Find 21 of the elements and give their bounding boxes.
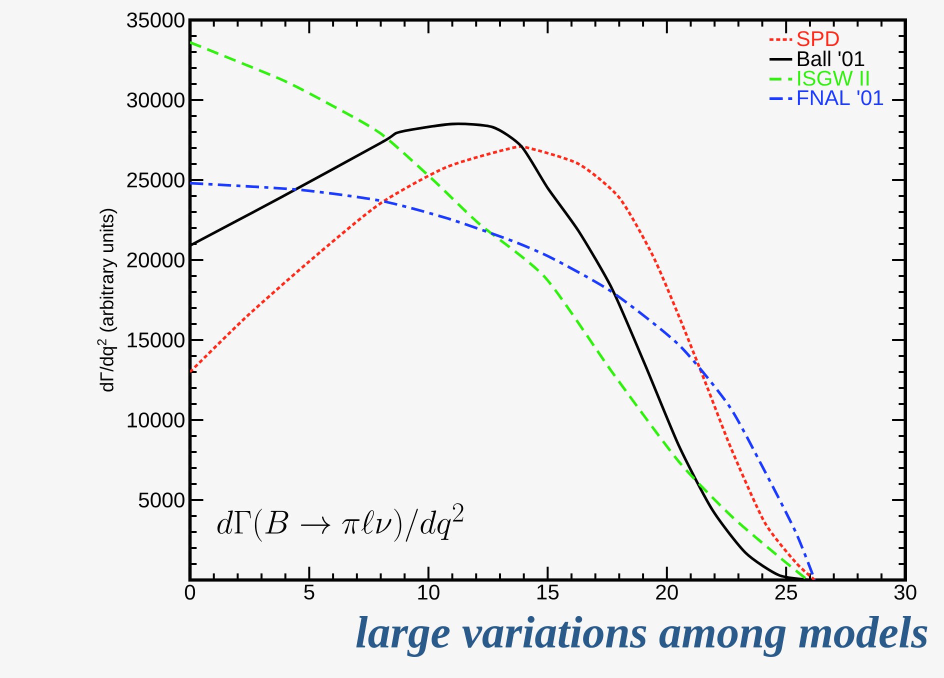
text: large variations among models	[356, 616, 928, 657]
legend-label: Ball '01	[798, 50, 864, 66]
y-tick-label: 20000	[127, 252, 184, 268]
x-tick-label: 20	[656, 584, 678, 600]
annotation: $d\Gamma(B \to \pi\ell\nu)/dq^2$	[217, 503, 464, 542]
x-tick-label: 25	[775, 584, 798, 600]
y-tick-label: 35000	[127, 12, 184, 28]
y-tick-label: 30000	[127, 92, 184, 108]
legend-label: ISGW II	[798, 70, 869, 86]
x-tick-label: 30	[894, 584, 916, 600]
y-tick-label: 25000	[127, 172, 184, 188]
legend-label: SPD	[797, 31, 839, 46]
x-tick-label: 10	[418, 584, 440, 600]
y-tick-label: 15000	[128, 332, 184, 348]
y-axis-title: dΓ/dq$^{2}$ (arbitrary units)	[97, 208, 118, 392]
y-tick-label: 5000	[138, 492, 184, 508]
x-tick-label: 5	[304, 584, 314, 600]
y-tick-label: 10000	[128, 412, 184, 428]
legend-label: FNAL '01	[798, 90, 884, 106]
x-tick-label: 15	[537, 584, 559, 600]
x-tick-label: 0	[184, 584, 196, 600]
